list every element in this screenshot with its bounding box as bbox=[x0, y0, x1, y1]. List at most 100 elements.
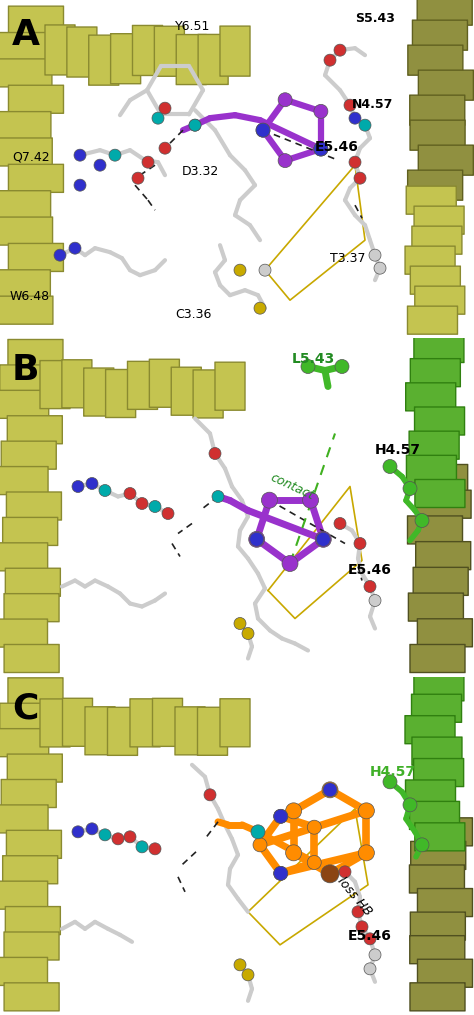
FancyBboxPatch shape bbox=[85, 706, 115, 755]
Circle shape bbox=[369, 949, 381, 961]
Circle shape bbox=[403, 481, 417, 495]
FancyBboxPatch shape bbox=[1, 780, 56, 808]
Circle shape bbox=[132, 173, 144, 184]
FancyBboxPatch shape bbox=[4, 645, 59, 673]
Circle shape bbox=[72, 480, 84, 492]
FancyBboxPatch shape bbox=[418, 145, 474, 176]
Circle shape bbox=[301, 359, 315, 374]
FancyBboxPatch shape bbox=[0, 543, 48, 570]
Circle shape bbox=[352, 905, 364, 918]
FancyBboxPatch shape bbox=[3, 518, 58, 545]
Text: B: B bbox=[12, 353, 39, 388]
Text: E5.46: E5.46 bbox=[348, 563, 392, 578]
FancyBboxPatch shape bbox=[410, 802, 459, 829]
FancyBboxPatch shape bbox=[410, 936, 465, 963]
FancyBboxPatch shape bbox=[67, 27, 97, 77]
FancyBboxPatch shape bbox=[406, 186, 456, 214]
Circle shape bbox=[415, 837, 429, 852]
Circle shape bbox=[74, 180, 86, 191]
Circle shape bbox=[262, 492, 277, 509]
Circle shape bbox=[273, 867, 288, 880]
Circle shape bbox=[54, 249, 66, 261]
Circle shape bbox=[374, 262, 386, 274]
Text: E5.46: E5.46 bbox=[315, 140, 359, 154]
FancyBboxPatch shape bbox=[405, 247, 455, 274]
Circle shape bbox=[250, 532, 264, 546]
FancyBboxPatch shape bbox=[7, 830, 62, 859]
FancyBboxPatch shape bbox=[410, 841, 466, 870]
FancyBboxPatch shape bbox=[220, 26, 250, 76]
Circle shape bbox=[253, 837, 267, 852]
FancyBboxPatch shape bbox=[198, 35, 228, 84]
Circle shape bbox=[316, 532, 330, 546]
Circle shape bbox=[324, 54, 336, 66]
Circle shape bbox=[314, 142, 328, 156]
FancyBboxPatch shape bbox=[0, 112, 51, 140]
Circle shape bbox=[242, 627, 254, 639]
Circle shape bbox=[99, 484, 111, 496]
FancyBboxPatch shape bbox=[408, 516, 463, 544]
FancyBboxPatch shape bbox=[416, 490, 471, 519]
Circle shape bbox=[323, 783, 337, 797]
FancyBboxPatch shape bbox=[410, 358, 460, 387]
Text: S5.43: S5.43 bbox=[355, 12, 395, 25]
Text: N4.57: N4.57 bbox=[352, 98, 393, 112]
Text: H4.57: H4.57 bbox=[370, 765, 416, 779]
FancyBboxPatch shape bbox=[412, 20, 467, 50]
Circle shape bbox=[354, 173, 366, 184]
Circle shape bbox=[212, 490, 224, 502]
FancyBboxPatch shape bbox=[414, 673, 464, 700]
FancyBboxPatch shape bbox=[8, 339, 63, 367]
FancyBboxPatch shape bbox=[410, 645, 465, 673]
FancyBboxPatch shape bbox=[409, 431, 459, 459]
FancyBboxPatch shape bbox=[0, 619, 47, 648]
FancyBboxPatch shape bbox=[45, 25, 75, 75]
FancyBboxPatch shape bbox=[3, 856, 58, 884]
Circle shape bbox=[254, 302, 266, 315]
FancyBboxPatch shape bbox=[0, 703, 55, 731]
Circle shape bbox=[249, 531, 264, 547]
FancyBboxPatch shape bbox=[410, 120, 465, 150]
Circle shape bbox=[204, 789, 216, 801]
FancyBboxPatch shape bbox=[106, 369, 136, 417]
Circle shape bbox=[112, 833, 124, 844]
Circle shape bbox=[354, 538, 366, 549]
FancyBboxPatch shape bbox=[40, 699, 70, 747]
FancyBboxPatch shape bbox=[405, 780, 456, 808]
FancyBboxPatch shape bbox=[198, 707, 228, 755]
FancyBboxPatch shape bbox=[7, 754, 62, 783]
Circle shape bbox=[162, 508, 174, 520]
Circle shape bbox=[234, 617, 246, 629]
Circle shape bbox=[403, 798, 417, 812]
FancyBboxPatch shape bbox=[0, 805, 48, 833]
Circle shape bbox=[251, 825, 265, 838]
FancyBboxPatch shape bbox=[5, 906, 60, 935]
FancyBboxPatch shape bbox=[130, 699, 160, 747]
FancyBboxPatch shape bbox=[175, 706, 205, 755]
Circle shape bbox=[359, 119, 371, 131]
FancyBboxPatch shape bbox=[0, 365, 55, 393]
Circle shape bbox=[136, 840, 148, 853]
FancyBboxPatch shape bbox=[0, 217, 53, 245]
FancyBboxPatch shape bbox=[410, 912, 465, 940]
Circle shape bbox=[142, 156, 154, 168]
Text: T3.37: T3.37 bbox=[330, 252, 365, 265]
FancyBboxPatch shape bbox=[9, 6, 64, 35]
Circle shape bbox=[278, 92, 292, 107]
FancyBboxPatch shape bbox=[416, 542, 471, 569]
FancyBboxPatch shape bbox=[9, 244, 64, 271]
Text: loss HB: loss HB bbox=[335, 875, 374, 919]
Text: D3.32: D3.32 bbox=[182, 165, 219, 179]
FancyBboxPatch shape bbox=[128, 361, 157, 409]
FancyBboxPatch shape bbox=[418, 619, 473, 647]
FancyBboxPatch shape bbox=[412, 737, 462, 765]
Circle shape bbox=[273, 809, 288, 823]
FancyBboxPatch shape bbox=[406, 383, 456, 411]
Circle shape bbox=[86, 477, 98, 489]
FancyBboxPatch shape bbox=[410, 266, 460, 294]
FancyBboxPatch shape bbox=[413, 567, 468, 596]
FancyBboxPatch shape bbox=[110, 33, 141, 83]
Text: L5.43: L5.43 bbox=[292, 352, 335, 366]
Circle shape bbox=[86, 823, 98, 834]
FancyBboxPatch shape bbox=[0, 957, 47, 986]
